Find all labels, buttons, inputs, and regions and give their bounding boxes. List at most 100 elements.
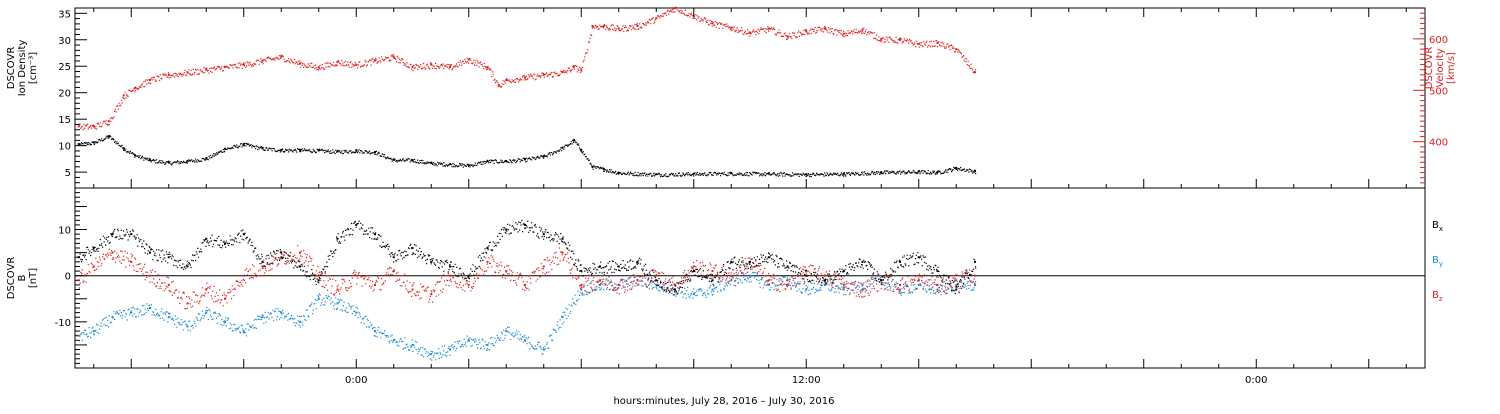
velocity-point xyxy=(767,27,770,30)
velocity-point xyxy=(524,76,526,79)
by-point xyxy=(224,320,226,323)
bx-point xyxy=(205,237,208,240)
bz-point xyxy=(899,283,901,286)
bz-point xyxy=(92,265,95,268)
bz-point xyxy=(524,283,526,286)
velocity-point xyxy=(542,73,545,76)
axis-label-line: B xyxy=(17,274,28,281)
legend-bz: Bz xyxy=(1432,290,1443,303)
bz-point xyxy=(261,265,264,268)
bx-point xyxy=(299,265,301,268)
by-point xyxy=(805,288,808,291)
velocity-point xyxy=(805,30,808,33)
density-tick-label: 30 xyxy=(58,36,71,47)
by-point xyxy=(974,283,976,286)
bx-point xyxy=(636,260,639,263)
bx-point xyxy=(711,279,714,282)
by-point xyxy=(317,297,320,300)
velocity-point xyxy=(299,62,301,65)
bz-point xyxy=(449,274,451,277)
time-axis-label: hours:minutes, July 28, 2016 – July 30, … xyxy=(613,396,834,407)
velocity-point xyxy=(749,31,751,34)
axis-label-line: DSCOVR xyxy=(6,47,17,90)
bx-point xyxy=(599,265,601,268)
time-tick-label: 0:00 xyxy=(1245,375,1267,386)
bz-point xyxy=(299,251,301,254)
bz-point xyxy=(730,274,733,277)
by-point xyxy=(767,283,770,286)
bx-point xyxy=(561,237,564,240)
density-point xyxy=(524,158,526,161)
density-point xyxy=(149,158,151,161)
velocity-point xyxy=(580,68,583,71)
velocity-axis-label: DSCOVRVelocity[km/s] xyxy=(1424,47,1457,90)
by-point xyxy=(411,343,414,346)
density-point xyxy=(842,172,845,175)
by-point xyxy=(242,330,245,333)
by-point xyxy=(280,311,283,314)
velocity-point xyxy=(861,28,864,31)
bz-point xyxy=(430,293,433,296)
velocity-point xyxy=(261,59,264,62)
bx-point xyxy=(336,237,339,240)
by-point xyxy=(711,288,714,291)
velocity-point xyxy=(824,27,826,30)
density-point xyxy=(602,167,605,170)
legend-label: B xyxy=(1432,220,1439,231)
density-point xyxy=(936,171,939,174)
axis-label-line: [km/s] xyxy=(1446,52,1457,84)
bz-point xyxy=(505,270,508,273)
bz-point xyxy=(77,279,80,282)
density-point xyxy=(122,147,125,150)
bx-point xyxy=(842,270,845,273)
density-tick-label: 10 xyxy=(58,142,71,153)
by-point xyxy=(899,288,901,291)
by-point xyxy=(77,334,80,337)
bx-point xyxy=(505,228,508,231)
bx-point xyxy=(767,256,770,259)
bz-point xyxy=(936,283,939,286)
bx-point xyxy=(449,265,451,268)
by-point xyxy=(261,316,264,319)
by-point xyxy=(486,343,489,346)
density-point xyxy=(205,157,208,160)
by-point xyxy=(299,320,301,323)
bx-point xyxy=(880,279,883,282)
bz-point xyxy=(617,283,620,286)
density-tick-label: 20 xyxy=(58,89,71,100)
legend-bx: Bx xyxy=(1432,220,1443,233)
b-tick-label: 10 xyxy=(58,226,71,237)
by-point xyxy=(524,339,526,342)
bz-point xyxy=(974,274,976,277)
density-point xyxy=(542,155,545,158)
by-point xyxy=(786,279,789,282)
velocity-point xyxy=(242,63,245,66)
velocity-point xyxy=(730,26,733,29)
velocity-tick-label: 500 xyxy=(1429,86,1448,97)
bz-point xyxy=(842,283,845,286)
velocity-point xyxy=(336,61,339,63)
axis-label-line: [nT] xyxy=(28,268,39,288)
bx-point xyxy=(861,260,864,263)
velocity-scatter xyxy=(78,6,977,131)
b-tick-label: -10 xyxy=(55,318,71,329)
velocity-point xyxy=(880,37,883,40)
velocity-point xyxy=(591,25,594,27)
density-axis-label: DSCOVRIon Density[cm⁻³] xyxy=(6,40,39,97)
density-point xyxy=(974,170,976,173)
velocity-point xyxy=(636,25,639,27)
axis-label-line: Velocity xyxy=(1435,48,1446,87)
bz-point xyxy=(580,283,583,286)
bx-point xyxy=(674,288,676,291)
bx-point xyxy=(374,233,376,236)
velocity-point xyxy=(167,73,170,76)
velocity-point xyxy=(317,66,320,69)
velocity-tick-label: 400 xyxy=(1429,138,1448,149)
velocity-point xyxy=(936,41,939,44)
bz-point xyxy=(130,260,133,263)
velocity-point xyxy=(899,38,901,41)
b-axis-label: DSCOVRB[nT] xyxy=(6,257,39,300)
